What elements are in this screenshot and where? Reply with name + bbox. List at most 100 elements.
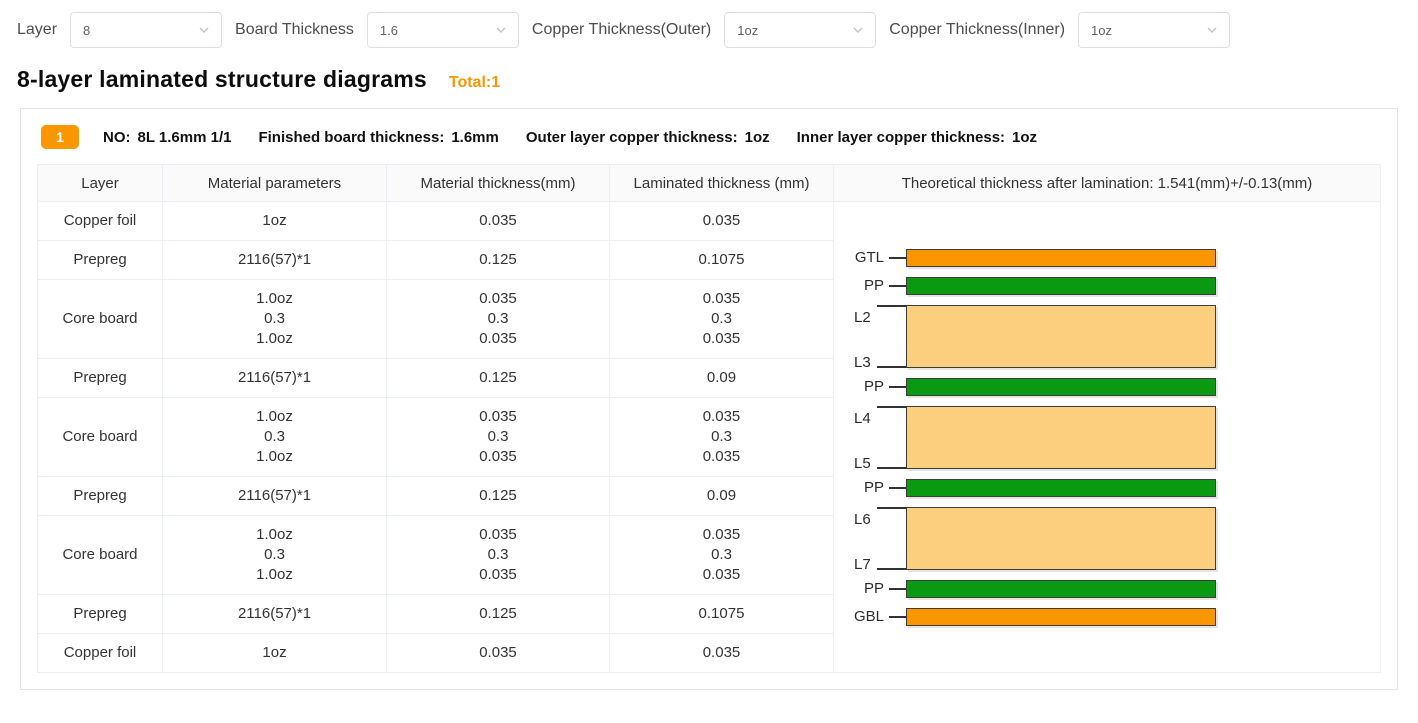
table-cell: 0.035 0.3 0.035	[386, 397, 610, 477]
core-bar	[906, 304, 1216, 368]
table-cell: 0.035	[386, 633, 610, 673]
finished-thickness-value: 1.6mm	[451, 128, 499, 146]
core-layer-row: L6 L7	[844, 506, 1218, 573]
col-header-layer: Layer	[37, 164, 163, 202]
layer-label-text: PP	[863, 478, 884, 496]
table-cell: Copper foil	[37, 201, 163, 241]
connector-line	[889, 587, 906, 590]
layer-label: L2	[854, 308, 871, 326]
table-row: Copper foil 1oz 0.035 0.035 GTL PP L2 L3 PP L4 L5 P…	[37, 201, 1381, 673]
layer-label: L7	[854, 555, 871, 573]
connector-line	[889, 615, 906, 618]
table-cell: 0.125	[386, 240, 610, 280]
filter-bar: Layer 8 Board Thickness 1.6 Copper Thick…	[0, 0, 1418, 50]
copper-layer-row: GBL	[844, 607, 1218, 626]
inner-copper-label: Inner layer copper thickness:	[796, 128, 1006, 146]
layer-stack-diagram: GTL PP L2 L3 PP L4 L5 PP L6 L7 PP GBL	[844, 248, 1218, 626]
outer-copper-value: 1oz	[744, 128, 770, 146]
finished-thickness-label: Finished board thickness:	[258, 128, 445, 146]
col-header-material-thickness: Material thickness(mm)	[386, 164, 610, 202]
layer-select[interactable]: 8	[70, 12, 223, 48]
table-cell: 1oz	[162, 633, 387, 673]
total-count: Total:1	[448, 74, 501, 91]
layer-label: PP	[844, 580, 906, 598]
table-cell: 0.09	[609, 358, 834, 398]
prepreg-layer-row: PP	[844, 478, 1218, 497]
connector-line	[877, 304, 906, 307]
table-cell: 2116(57)*1	[162, 476, 387, 516]
table-cell: 0.125	[386, 476, 610, 516]
board-thickness-select[interactable]: 1.6	[366, 12, 519, 48]
col-header-material-parameters: Material parameters	[162, 164, 387, 202]
prepreg-layer-row: PP	[844, 377, 1218, 396]
table-cell: 0.035 0.3 0.035	[386, 515, 610, 595]
table-cell: 0.035	[386, 201, 610, 241]
copper-outer-filter-label: Copper Thickness(Outer)	[531, 21, 712, 38]
table-cell: 0.035 0.3 0.035	[609, 515, 834, 595]
table-cell: Prepreg	[37, 594, 163, 634]
layer-label: L3	[854, 353, 871, 371]
layer-select-value: 8	[83, 22, 91, 38]
table-cell: 2116(57)*1	[162, 358, 387, 398]
table-cell: Copper foil	[37, 633, 163, 673]
index-badge: 1	[41, 125, 79, 149]
connector-line	[889, 284, 906, 287]
connector-line	[877, 506, 906, 509]
layer-label: PP	[844, 277, 906, 295]
outer-copper-pair: Outer layer copper thickness: 1oz	[526, 129, 770, 146]
no-value: 8L 1.6mm 1/1	[137, 128, 232, 146]
table-cell: 1.0oz 0.3 1.0oz	[162, 515, 387, 595]
copper-inner-select[interactable]: 1oz	[1078, 12, 1231, 48]
table-row: Core board 1.0oz 0.3 1.0oz 0.035 0.3 0.035 0.03…	[37, 397, 1381, 477]
table-cell: Prepreg	[37, 358, 163, 398]
table-row: Prepreg 2116(57)*1 0.125 0.09	[37, 358, 1381, 398]
table-cell: 0.1075	[609, 594, 834, 634]
layer-filter-label: Layer	[17, 21, 58, 38]
layer-label-text: PP	[863, 276, 884, 294]
table-cell: Prepreg	[37, 240, 163, 280]
prepreg-bar	[906, 478, 1216, 497]
prepreg-layer-row: PP	[844, 579, 1218, 598]
layer-label-text: GTL	[854, 248, 884, 266]
inner-copper-pair: Inner layer copper thickness: 1oz	[797, 129, 1037, 146]
layer-diagram-cell: GTL PP L2 L3 PP L4 L5 PP L6 L7 PP GBL	[833, 201, 1381, 673]
table-cell: Prepreg	[37, 476, 163, 516]
table-row: Prepreg 2116(57)*1 0.125 0.1075	[37, 240, 1381, 280]
table-cell: 2116(57)*1	[162, 594, 387, 634]
layer-label-text: PP	[863, 377, 884, 395]
chevron-down-icon	[496, 27, 506, 33]
copper-outer-select-value: 1oz	[737, 22, 759, 38]
structure-card: 1 NO: 8L 1.6mm 1/1 Finished board thickne…	[20, 108, 1398, 690]
table-cell: 0.035	[609, 633, 834, 673]
col-header-theoretical-thickness: Theoretical thickness after lamination: …	[833, 164, 1381, 202]
core-layer-row: L4 L5	[844, 405, 1218, 472]
col-header-laminated-thickness: Laminated thickness (mm)	[609, 164, 834, 202]
table-cell: 0.035	[609, 201, 834, 241]
layer-label: GTL	[844, 249, 906, 267]
layer-label: PP	[844, 378, 906, 396]
table-cell: Core board	[37, 397, 163, 477]
table-cell: 0.125	[386, 594, 610, 634]
prepreg-bar	[906, 377, 1216, 396]
table-cell: 0.035 0.3 0.035	[609, 279, 834, 359]
connector-line	[877, 466, 906, 469]
copper-outer-select[interactable]: 1oz	[724, 12, 877, 48]
chevron-down-icon	[1207, 27, 1217, 33]
core-bar	[906, 506, 1216, 570]
table-cell: Core board	[37, 279, 163, 359]
table-row: Prepreg 2116(57)*1 0.125 0.1075	[37, 594, 1381, 634]
table-cell: 0.035 0.3 0.035	[386, 279, 610, 359]
table-cell: 0.125	[386, 358, 610, 398]
card-header: 1 NO: 8L 1.6mm 1/1 Finished board thickne…	[41, 125, 1381, 149]
table-cell: 0.09	[609, 476, 834, 516]
table-body: Copper foil 1oz 0.035 0.035 GTL PP L2 L3 PP L4 L5 P…	[37, 201, 1381, 673]
page-title: 8-layer laminated structure diagrams	[17, 66, 427, 92]
chevron-down-icon	[199, 27, 209, 33]
layer-label: L5	[854, 454, 871, 472]
chevron-down-icon	[853, 27, 863, 33]
board-thickness-select-value: 1.6	[379, 22, 398, 38]
prepreg-layer-row: PP	[844, 276, 1218, 295]
copper-inner-filter-label: Copper Thickness(Inner)	[889, 21, 1066, 38]
structure-table: Layer Material parameters Material thick…	[37, 164, 1381, 673]
title-row: 8-layer laminated structure diagrams Tot…	[0, 50, 1418, 108]
